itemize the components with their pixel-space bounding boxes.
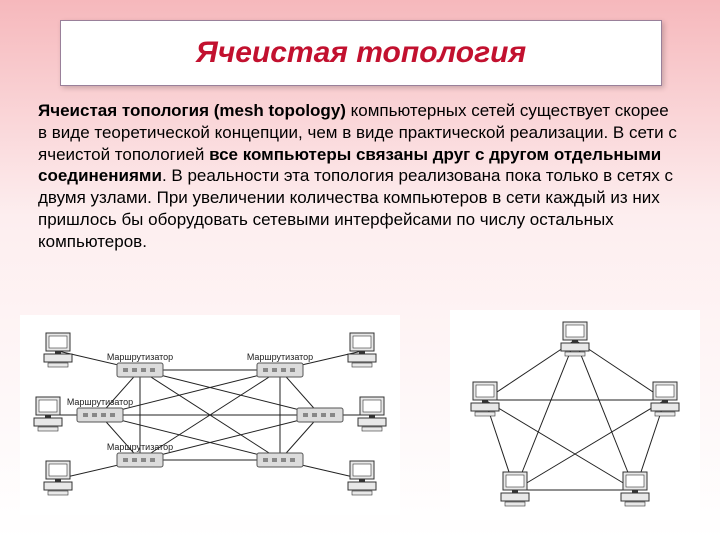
mesh-routers-diagram: Маршрутизатор Маршрутизатор Маршрутизатор М… (20, 315, 400, 515)
mesh-full-diagram (450, 310, 700, 520)
title-box: Ячеистая топология (60, 20, 662, 86)
slide-title: Ячеистая топология (196, 36, 526, 70)
svg-text:Маршрутизатор: Маршрутизатор (247, 352, 313, 362)
lead-bold: Ячеистая топология (mesh topology) (38, 101, 346, 120)
svg-text:Маршрутизатор: Маршрутизатор (107, 442, 173, 452)
body-paragraph: Ячеистая топология (mesh topology) компь… (38, 100, 682, 252)
slide: Ячеистая топология Ячеистая топология (m… (0, 0, 720, 540)
svg-text:Маршрутизатор: Маршрутизатор (107, 352, 173, 362)
diagrams-row: Маршрутизатор Маршрутизатор Маршрутизатор М… (20, 307, 700, 522)
svg-text:Маршрутизатор: Маршрутизатор (67, 397, 133, 407)
